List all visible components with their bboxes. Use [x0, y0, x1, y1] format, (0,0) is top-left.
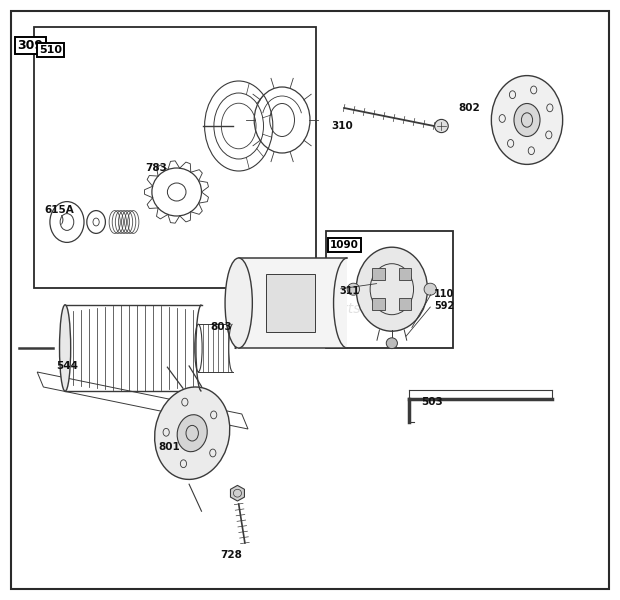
Ellipse shape — [225, 258, 252, 348]
Text: 110: 110 — [434, 289, 454, 299]
Text: 728: 728 — [220, 550, 242, 560]
Ellipse shape — [386, 338, 397, 349]
Text: 309: 309 — [17, 39, 43, 52]
Bar — [239, 258, 347, 348]
Ellipse shape — [347, 283, 360, 295]
Ellipse shape — [60, 305, 71, 391]
Ellipse shape — [356, 247, 428, 331]
Text: 1090: 1090 — [330, 240, 359, 250]
Text: 592: 592 — [434, 301, 454, 311]
Ellipse shape — [154, 387, 230, 479]
Text: 310: 310 — [332, 121, 353, 131]
Text: 544: 544 — [56, 361, 78, 371]
Text: 503: 503 — [422, 397, 443, 407]
Ellipse shape — [424, 283, 436, 295]
Bar — [326, 231, 453, 348]
Bar — [34, 27, 316, 288]
Text: 615A: 615A — [45, 205, 74, 215]
Ellipse shape — [491, 76, 563, 164]
Ellipse shape — [177, 415, 207, 452]
Text: 311: 311 — [340, 286, 360, 296]
Text: ): ) — [58, 214, 63, 224]
Bar — [399, 268, 411, 280]
Text: 803: 803 — [211, 322, 232, 332]
Bar — [373, 298, 385, 310]
Bar — [373, 268, 385, 280]
Polygon shape — [231, 485, 244, 501]
Text: 801: 801 — [158, 442, 180, 452]
Text: 510: 510 — [39, 45, 62, 55]
Text: eReplacementParts.com: eReplacementParts.com — [225, 302, 395, 316]
Text: 783: 783 — [146, 163, 167, 173]
Bar — [266, 274, 315, 332]
Bar — [399, 298, 411, 310]
Text: 802: 802 — [459, 103, 481, 113]
Ellipse shape — [435, 119, 448, 133]
Ellipse shape — [514, 103, 540, 136]
